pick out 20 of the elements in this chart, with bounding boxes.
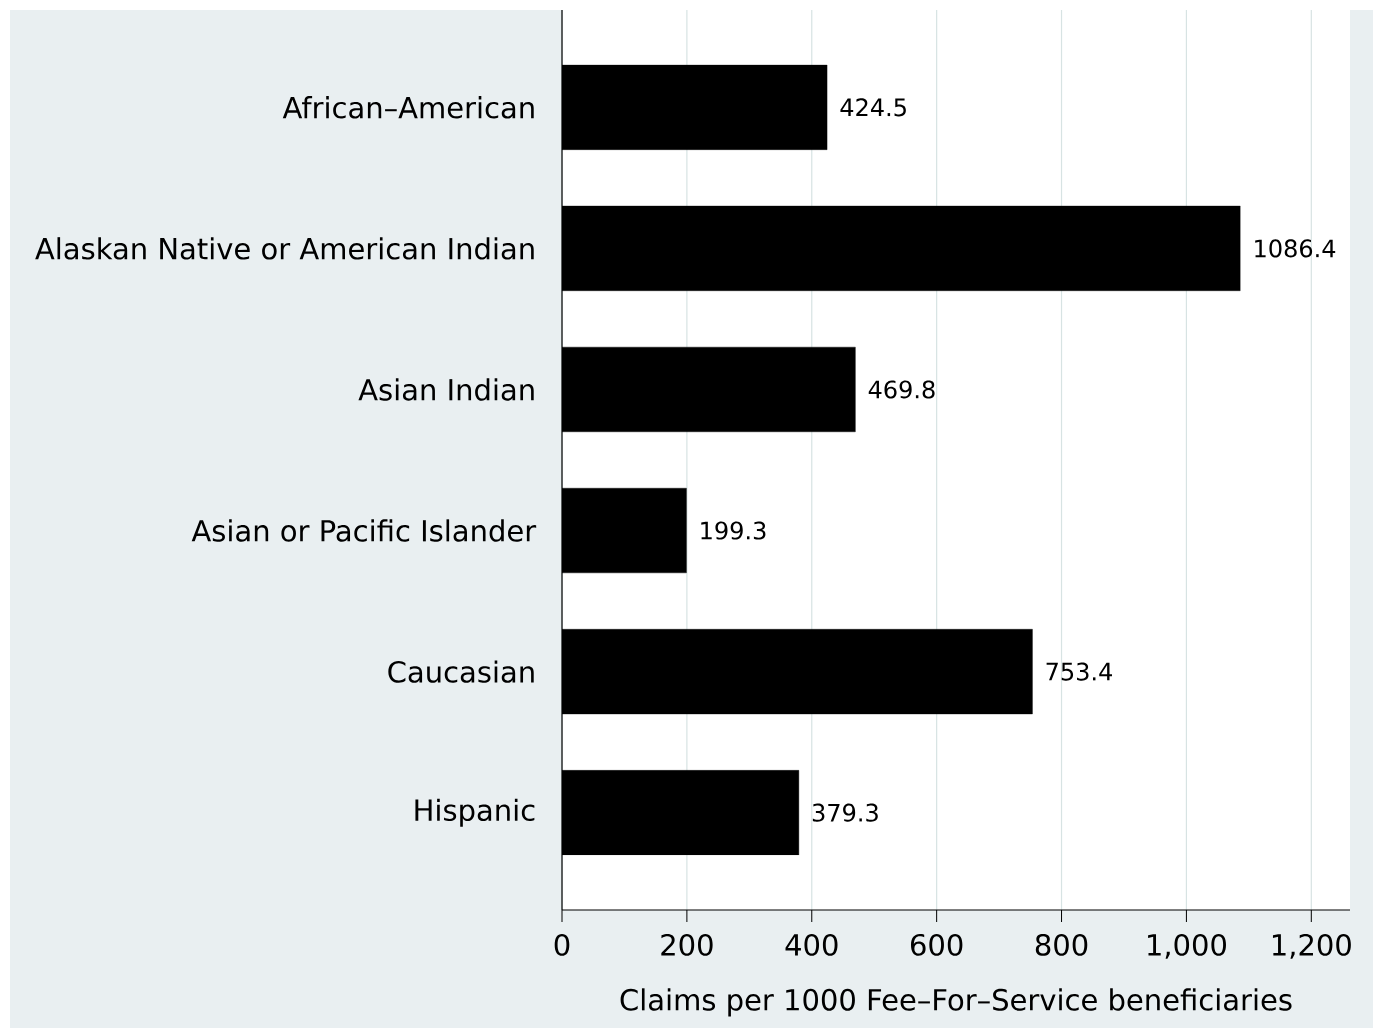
data-label: 199.3 [701, 521, 766, 540]
y-tick-label: Asian or Pacific Islander [191, 519, 537, 542]
data-label: 753.4 [1046, 662, 1112, 681]
data-label: 424.5 [840, 98, 906, 117]
x-axis-title: Claims per 1000 Fee–For–Service beneficiaries [620, 988, 1292, 1017]
y-tick-label: African–American [282, 96, 534, 119]
x-tick-label: 800 [1035, 933, 1088, 956]
data-label: 469.8 [868, 380, 935, 399]
y-tick-label: Caucasian [388, 660, 534, 683]
x-tick-label: 0 [554, 933, 570, 956]
x-tick-label: 200 [661, 933, 713, 956]
data-label: 379.3 [812, 803, 878, 822]
y-tick-label: Asian Indian [358, 378, 534, 401]
y-tick-label: Hispanic [415, 798, 535, 827]
data-label: 1086.4 [1255, 239, 1336, 258]
x-tick-label: 400 [785, 933, 838, 956]
x-tick-label: 600 [911, 933, 963, 956]
x-tick-label: 1,200 [1272, 933, 1351, 959]
y-tick-label: Alaskan Native or American Indian [35, 237, 534, 260]
x-tick-label: 1,000 [1148, 933, 1226, 959]
